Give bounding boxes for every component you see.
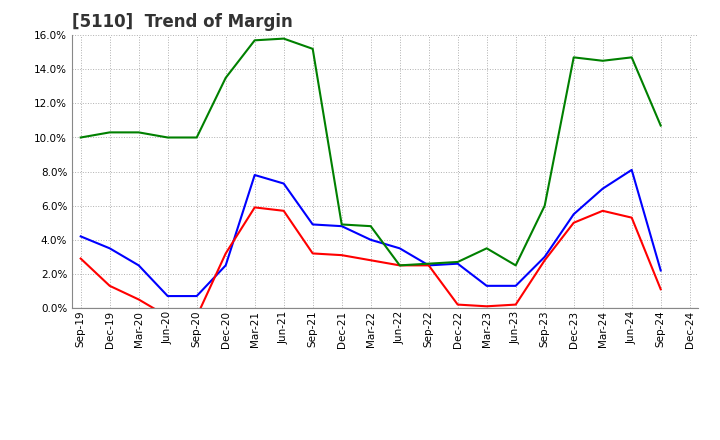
Operating Cashflow	[598, 58, 607, 63]
Net Income	[482, 304, 491, 309]
Operating Cashflow	[279, 36, 288, 41]
Operating Cashflow	[424, 261, 433, 266]
Net Income	[424, 263, 433, 268]
Operating Cashflow	[221, 75, 230, 81]
Operating Cashflow	[482, 246, 491, 251]
Ordinary Income	[598, 186, 607, 191]
Operating Cashflow	[511, 263, 520, 268]
Net Income	[598, 208, 607, 213]
Net Income	[192, 314, 201, 319]
Ordinary Income	[192, 293, 201, 299]
Line: Ordinary Income: Ordinary Income	[81, 170, 661, 296]
Net Income	[105, 283, 114, 289]
Ordinary Income	[657, 268, 665, 273]
Net Income	[511, 302, 520, 307]
Text: [5110]  Trend of Margin: [5110] Trend of Margin	[72, 13, 293, 31]
Net Income	[163, 314, 172, 319]
Ordinary Income	[627, 167, 636, 172]
Ordinary Income	[135, 263, 143, 268]
Ordinary Income	[279, 181, 288, 186]
Net Income	[308, 251, 317, 256]
Operating Cashflow	[366, 224, 375, 229]
Net Income	[541, 258, 549, 263]
Net Income	[366, 258, 375, 263]
Operating Cashflow	[135, 130, 143, 135]
Net Income	[76, 256, 85, 261]
Operating Cashflow	[251, 38, 259, 43]
Ordinary Income	[570, 212, 578, 217]
Net Income	[279, 208, 288, 213]
Net Income	[221, 251, 230, 256]
Ordinary Income	[163, 293, 172, 299]
Operating Cashflow	[657, 123, 665, 128]
Operating Cashflow	[105, 130, 114, 135]
Line: Operating Cashflow: Operating Cashflow	[81, 39, 661, 265]
Ordinary Income	[105, 246, 114, 251]
Net Income	[251, 205, 259, 210]
Operating Cashflow	[163, 135, 172, 140]
Operating Cashflow	[541, 203, 549, 209]
Ordinary Income	[395, 246, 404, 251]
Net Income	[454, 302, 462, 307]
Net Income	[627, 215, 636, 220]
Net Income	[338, 253, 346, 258]
Ordinary Income	[221, 263, 230, 268]
Ordinary Income	[338, 224, 346, 229]
Net Income	[657, 286, 665, 292]
Operating Cashflow	[627, 55, 636, 60]
Net Income	[135, 297, 143, 302]
Ordinary Income	[76, 234, 85, 239]
Operating Cashflow	[308, 46, 317, 51]
Ordinary Income	[251, 172, 259, 178]
Ordinary Income	[454, 261, 462, 266]
Net Income	[570, 220, 578, 225]
Ordinary Income	[424, 263, 433, 268]
Ordinary Income	[482, 283, 491, 289]
Ordinary Income	[366, 237, 375, 242]
Ordinary Income	[511, 283, 520, 289]
Operating Cashflow	[338, 222, 346, 227]
Ordinary Income	[308, 222, 317, 227]
Operating Cashflow	[76, 135, 85, 140]
Net Income	[395, 263, 404, 268]
Operating Cashflow	[192, 135, 201, 140]
Operating Cashflow	[570, 55, 578, 60]
Operating Cashflow	[395, 263, 404, 268]
Operating Cashflow	[454, 259, 462, 264]
Ordinary Income	[541, 254, 549, 260]
Line: Net Income: Net Income	[81, 207, 661, 316]
